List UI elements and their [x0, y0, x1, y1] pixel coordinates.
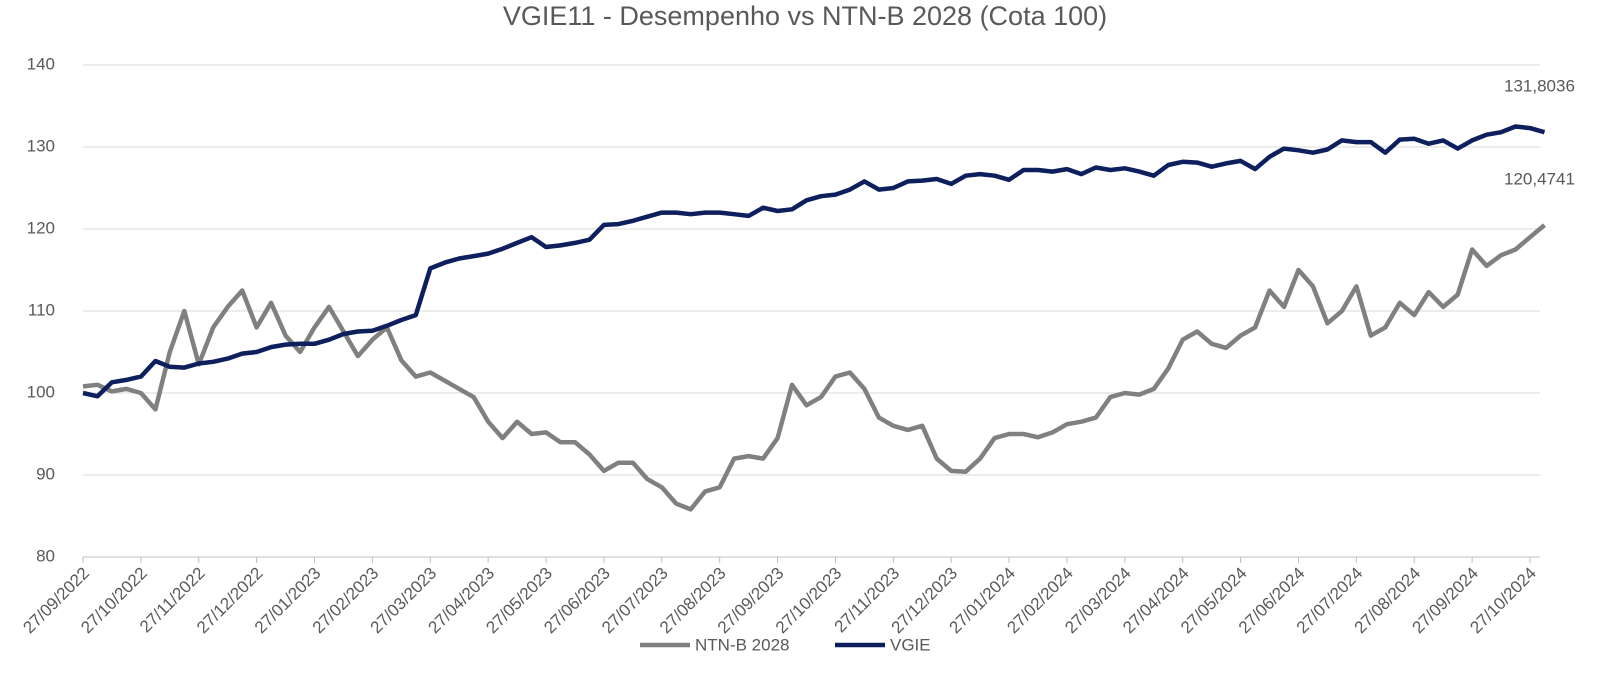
- y-tick-label: 110: [28, 300, 55, 319]
- y-tick-label: 130: [27, 136, 55, 155]
- legend-label: VGIE: [890, 635, 931, 654]
- value-label: 120,4741: [1504, 170, 1575, 189]
- legend-label: NTN-B 2028: [695, 635, 789, 654]
- y-tick-label: 90: [36, 464, 55, 483]
- y-tick-label: 120: [27, 218, 55, 237]
- series-line: [82, 124, 1546, 399]
- value-label: 131,8036: [1504, 77, 1575, 96]
- y-tick-label: 80: [36, 546, 55, 565]
- series-line: [82, 223, 1546, 512]
- chart-title: VGIE11 - Desempenho vs NTN-B 2028 (Cota …: [503, 1, 1107, 31]
- y-tick-label: 100: [27, 382, 55, 401]
- y-tick-label: 140: [27, 54, 55, 73]
